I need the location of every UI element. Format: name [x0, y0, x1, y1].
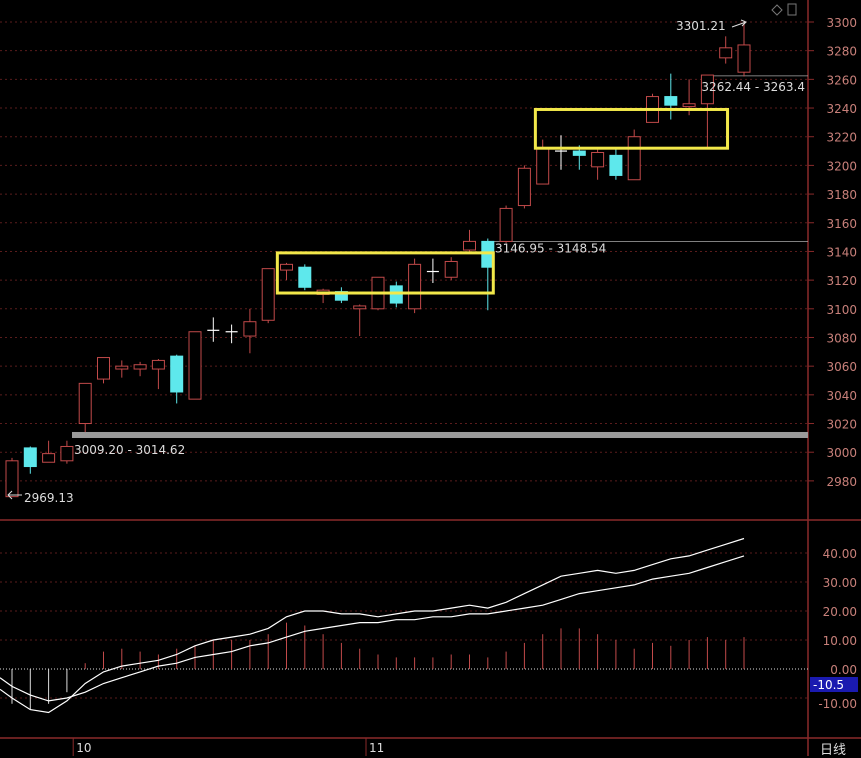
- candle-body: [23, 447, 37, 468]
- y-tick-label: 3060: [826, 360, 857, 374]
- candle-body: [97, 357, 110, 380]
- y-tick-label: 3220: [826, 131, 857, 145]
- support-band: [72, 431, 808, 438]
- candle-body: [261, 268, 275, 321]
- candle-body: [517, 167, 531, 207]
- x-tick-label: 10: [76, 741, 91, 755]
- candle-body: [133, 364, 147, 370]
- price-annotation: 3146.95 - 3148.54: [495, 241, 606, 255]
- highlight-box: [533, 107, 730, 150]
- candle-body: [682, 103, 696, 108]
- candle-body: [298, 266, 312, 288]
- candle-body: [353, 305, 367, 310]
- candle-body: [591, 151, 605, 168]
- y-tick-label: -10.00: [818, 697, 857, 711]
- y-tick-label: 3280: [826, 45, 857, 59]
- y-tick-label: 20.00: [823, 605, 857, 619]
- candle-body: [5, 460, 19, 498]
- candle-body: [627, 136, 641, 181]
- candle-body: [572, 150, 586, 156]
- y-tick-label: 3300: [826, 16, 857, 30]
- candle-body: [115, 365, 129, 370]
- macd-line2: [0, 555, 745, 702]
- current-value-badge: [810, 677, 858, 692]
- y-tick-label: 3140: [826, 245, 857, 259]
- candle-body: [42, 453, 56, 463]
- y-tick-label: 3000: [826, 446, 857, 460]
- highlight-box: [275, 251, 495, 295]
- candle-body: [408, 263, 422, 310]
- candle-body: [444, 260, 458, 278]
- y-tick-label: 30.00: [823, 576, 857, 590]
- y-tick-label: 3040: [826, 389, 857, 403]
- y-tick-label: 3180: [826, 188, 857, 202]
- y-tick-label: 3100: [826, 303, 857, 317]
- candle-body: [78, 382, 92, 425]
- y-tick-label: 3200: [826, 159, 857, 173]
- candle-body: [700, 74, 714, 105]
- low-annotation: 2969.13: [24, 491, 74, 505]
- current-value-label: -10.5: [813, 678, 844, 692]
- y-tick-label: 0.00: [830, 663, 857, 677]
- candle-body: [664, 96, 678, 106]
- candle-body: [719, 47, 733, 59]
- y-tick-label: 3120: [826, 274, 857, 288]
- macd-line1: [0, 537, 745, 714]
- candle-body: [609, 154, 623, 176]
- y-tick-label: 3160: [826, 217, 857, 231]
- candle-body: [536, 147, 550, 185]
- y-tick-label: 3020: [826, 418, 857, 432]
- price-annotation: 3262.44 - 3263.4: [701, 80, 805, 94]
- period-label[interactable]: 日线: [820, 743, 847, 758]
- x-tick-label: 11: [369, 741, 384, 755]
- y-tick-label: 3080: [826, 331, 857, 345]
- candle-body: [188, 331, 202, 400]
- candle-body: [280, 263, 293, 271]
- candle-body: [151, 359, 165, 370]
- candle-body: [170, 355, 184, 393]
- y-tick-label: 3260: [826, 73, 857, 87]
- candle-body: [499, 207, 513, 242]
- arrow-icon: [7, 490, 22, 500]
- candle-body: [463, 240, 476, 251]
- candle-body: [243, 321, 257, 337]
- price-annotation: 3009.20 - 3014.62: [74, 443, 185, 457]
- arrow-icon: [731, 19, 747, 28]
- diamond-icon: [771, 4, 783, 16]
- candle-body: [60, 445, 74, 462]
- y-tick-label: 2980: [826, 475, 857, 489]
- y-tick-label: 3240: [826, 102, 857, 116]
- y-tick-label: 40.00: [823, 547, 857, 561]
- y-tick-label: 10.00: [823, 634, 857, 648]
- candle-body: [737, 44, 751, 73]
- high-annotation: 3301.21: [676, 19, 726, 33]
- window-icon: [787, 3, 797, 16]
